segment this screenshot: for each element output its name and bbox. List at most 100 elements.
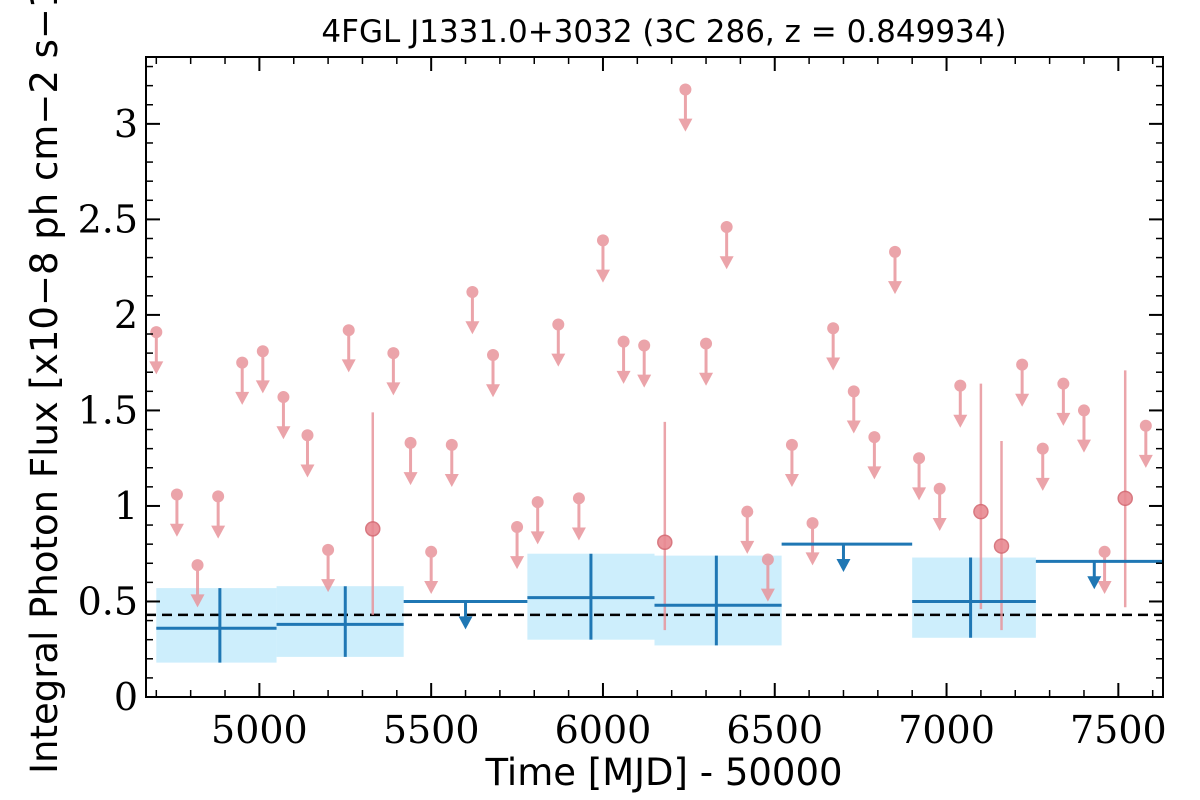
upper-limit-marker [785,438,798,451]
short-bin-upper-limit [932,482,947,531]
short-bin-detection [365,412,381,615]
short-bin-upper-limit [386,347,401,396]
x-tick-label: 6500 [726,708,823,752]
upper-limit-marker [889,245,902,258]
short-bin-upper-limit [637,339,652,388]
short-bin-upper-limit [953,379,968,428]
upper-limit-arrowhead [1015,393,1030,407]
upper-limit-marker [572,492,585,505]
upper-limit-arrowhead [1076,439,1091,453]
upper-limit-arrowhead [255,380,270,394]
upper-limit-arrowhead [386,382,401,396]
short-bin-upper-limit [1015,358,1030,407]
short-bin-upper-limit [149,326,164,375]
upper-limit-arrowhead [486,384,501,398]
short-bin-upper-limit [403,436,418,486]
y-tick-label: 2.5 [78,197,138,241]
upper-limit-arrowhead [169,523,184,537]
short-bin-upper-limit [888,245,903,295]
x-tick-label: 6000 [555,708,652,752]
short-bin-upper-limit [486,349,501,398]
axes: 5000 5500 6000 6500 7000 7500 0 0.5 1 1.5 2 2.5 3 [78,56,1167,752]
long-bin-detection [527,553,655,640]
long-bin-band [912,557,1036,638]
long-bin-upper-limit [1035,559,1163,590]
upper-limit-arrowhead [149,361,164,375]
upper-limit-marker [913,452,926,465]
short-bin-upper-limit [551,318,566,367]
upper-limit-arrowhead [465,321,480,335]
short-bin-upper-limit [1138,419,1153,468]
upper-limit-marker [256,345,269,358]
short-bin-upper-limit [805,517,820,566]
short-bin-upper-limit [255,345,270,394]
short-bin-upper-limit [867,431,882,480]
upper-limit-marker [1057,377,1070,390]
y-tick-label: 1.5 [78,388,138,432]
short-bin-upper-limit [678,83,693,132]
upper-limit-arrowhead [1087,576,1102,590]
upper-limit-arrowhead [867,466,882,480]
upper-limit-marker [511,520,524,533]
upper-limit-arrowhead [235,391,250,405]
short-bin-detection [1117,370,1133,608]
upper-limit-marker [761,553,774,566]
short-bin-detection [993,441,1010,631]
short-bin-upper-limit [616,335,631,384]
upper-limit-arrowhead [953,414,968,428]
upper-limit-arrowhead [530,531,545,545]
upper-limit-arrowhead [341,359,356,373]
upper-limit-marker [301,429,314,442]
upper-limit-marker [827,322,840,335]
upper-limit-marker [552,318,565,331]
upper-limit-marker [425,545,438,558]
short-bin-upper-limit [300,429,315,478]
upper-limit-marker [1036,442,1049,455]
upper-limit-arrowhead [571,527,586,541]
x-tick-label: 5500 [383,708,480,752]
upper-limit-marker [1098,545,1111,558]
long-bin-upper-limit [403,599,528,630]
short-bin-upper-limit [846,385,861,434]
upper-limit-arrowhead [321,579,336,593]
upper-limit-marker [868,431,881,444]
short-bin-upper-limit [510,520,525,570]
upper-limit-arrowhead [1138,454,1153,468]
upper-limit-arrowhead [719,256,734,270]
long-bin-band [276,586,404,657]
upper-limit-marker [1077,404,1090,417]
upper-limit-marker [679,83,692,96]
plot-area [146,83,1163,663]
upper-limit-marker [596,234,609,247]
upper-limit-marker [236,356,249,369]
short-bin-upper-limit [235,356,250,405]
upper-limit-arrowhead [740,540,755,554]
upper-limit-arrowhead [1097,581,1112,595]
upper-limit-arrowhead [699,372,714,386]
short-bin-upper-limit [276,391,291,440]
upper-limit-marker [487,349,500,362]
short-bin-upper-limit [341,324,356,373]
long-bin-detection [912,557,1036,638]
upper-limit-arrowhead [458,616,473,630]
detection-marker [973,503,989,520]
upper-limit-marker [387,347,400,360]
upper-limit-marker [342,324,355,337]
upper-limit-arrowhead [912,487,927,501]
long-bin-detection [276,586,404,657]
short-bin-upper-limit [321,543,336,593]
upper-limit-arrowhead [551,353,566,367]
y-tick-label: 0 [114,675,138,719]
short-bin-upper-limit [760,553,775,602]
upper-limit-arrowhead [678,118,693,132]
plot-frame [145,56,1164,698]
upper-limit-marker [741,505,754,518]
detection-marker [993,538,1010,554]
long-bin-upper-limit [781,542,913,572]
y-tick-label: 2 [114,293,138,337]
short-bin-upper-limit [571,492,586,541]
upper-limit-marker [617,335,630,348]
upper-limit-marker [277,391,290,404]
upper-limit-arrowhead [403,472,418,486]
